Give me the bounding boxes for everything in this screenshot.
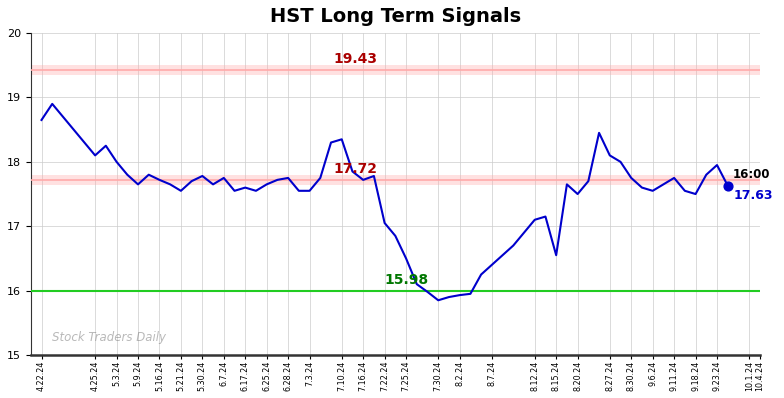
Text: Stock Traders Daily: Stock Traders Daily — [53, 331, 166, 344]
Text: 19.43: 19.43 — [333, 52, 377, 66]
Bar — [31, 175, 760, 185]
Text: 17.63: 17.63 — [733, 189, 772, 202]
Text: 15.98: 15.98 — [384, 273, 428, 287]
Title: HST Long Term Signals: HST Long Term Signals — [270, 7, 521, 26]
Point — [721, 182, 734, 189]
Text: 17.72: 17.72 — [333, 162, 377, 176]
Bar — [31, 64, 760, 75]
Text: 16:00: 16:00 — [733, 168, 771, 181]
